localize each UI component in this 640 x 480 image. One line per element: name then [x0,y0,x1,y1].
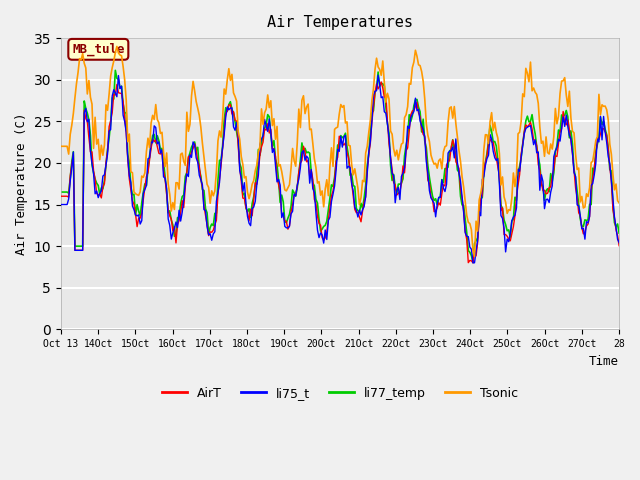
Line: Tsonic: Tsonic [61,47,619,256]
Tsonic [57,144,65,149]
Tsonic [127,169,134,175]
AirT [301,149,309,155]
li77_temp [225,102,233,108]
Legend: AirT, li75_t, li77_temp, Tsonic: AirT, li75_t, li77_temp, Tsonic [157,382,523,405]
Line: li75_t: li75_t [61,75,619,263]
li77_temp [588,202,595,207]
Line: AirT: AirT [61,82,619,263]
li75_t [301,157,309,163]
li75_t [242,201,250,206]
Tsonic [615,200,623,206]
li77_temp [615,230,623,236]
Tsonic [244,189,252,195]
li77_temp [244,209,252,215]
X-axis label: Time: Time [589,355,619,368]
li77_temp [303,150,310,156]
AirT [125,176,133,182]
AirT [378,79,385,85]
li75_t [57,202,65,207]
li77_temp [127,184,134,190]
Tsonic [470,253,478,259]
Tsonic [588,160,595,166]
AirT [469,260,477,265]
AirT [588,188,595,194]
AirT [57,193,65,199]
li75_t [374,72,382,78]
li77_temp [57,189,65,195]
li77_temp [111,68,119,73]
AirT [252,180,259,186]
Tsonic [225,66,233,72]
Tsonic [303,104,310,110]
AirT [615,243,623,249]
li75_t [125,173,133,179]
li75_t [252,198,259,204]
li75_t [615,240,623,246]
AirT [242,205,250,211]
Text: MB_tule: MB_tule [72,43,125,56]
li75_t [223,104,231,110]
Y-axis label: Air Temperature (C): Air Temperature (C) [15,112,28,255]
li75_t [469,260,477,265]
Tsonic [253,162,260,168]
Tsonic [113,44,121,49]
li77_temp [253,171,260,177]
Title: Air Temperatures: Air Temperatures [267,15,413,30]
AirT [223,108,231,114]
Line: li77_temp: li77_temp [61,71,619,263]
li77_temp [469,260,477,265]
li75_t [588,182,595,188]
